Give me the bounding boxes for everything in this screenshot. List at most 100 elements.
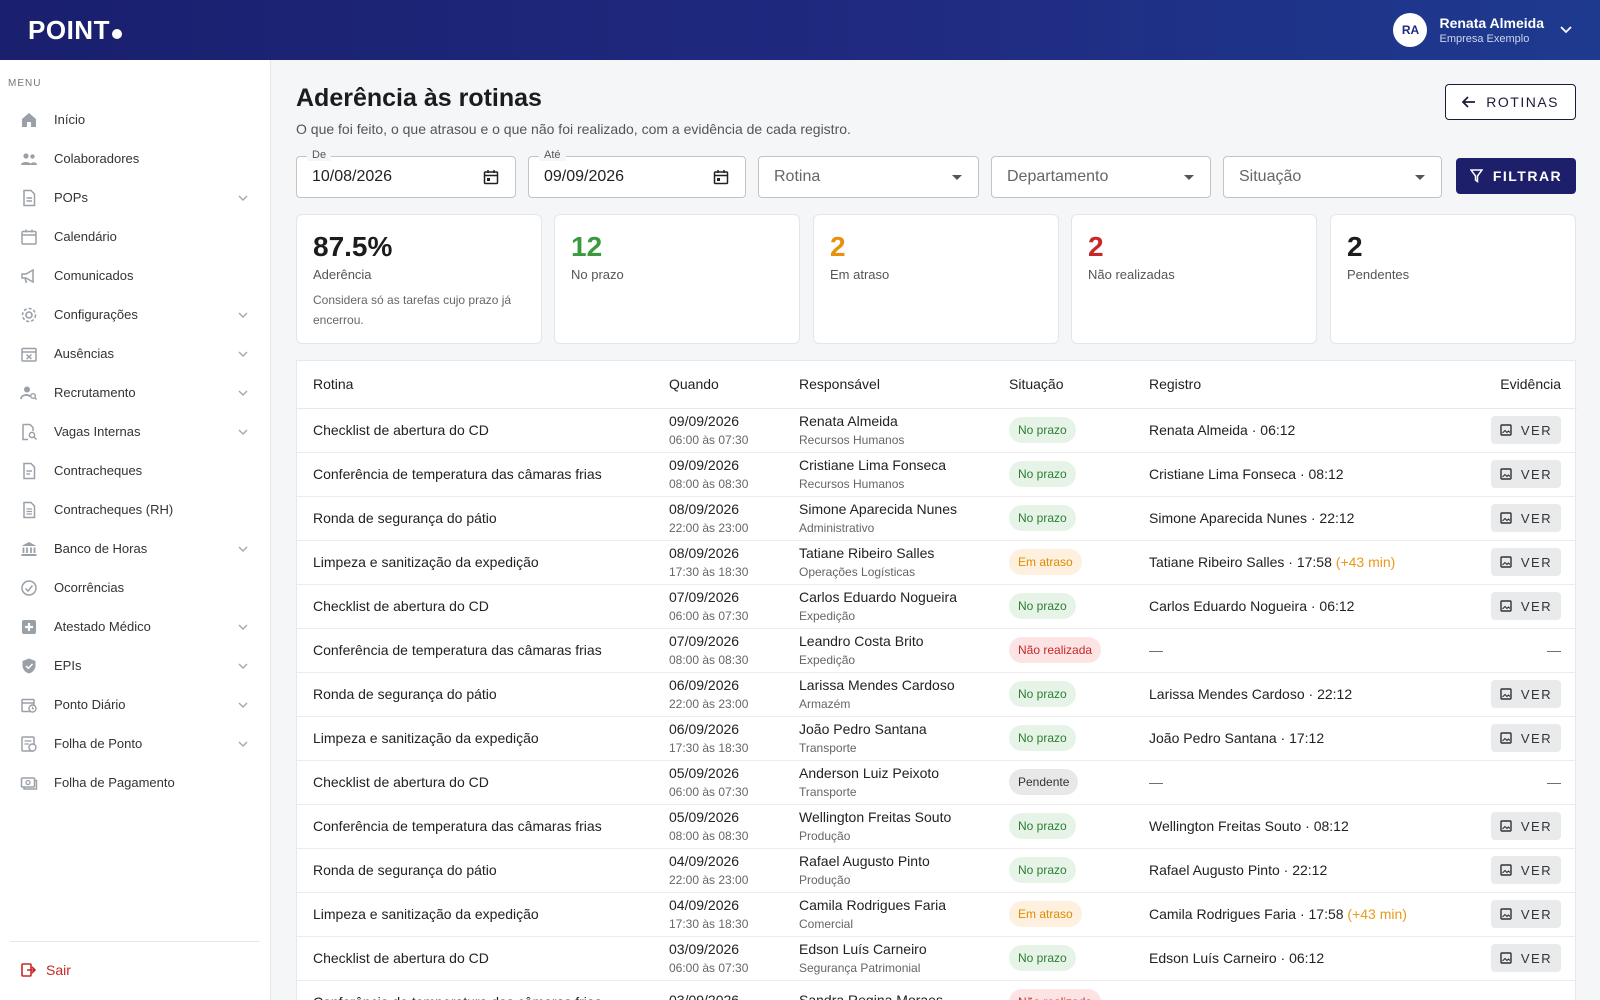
document-icon <box>20 189 38 207</box>
sidebar-item-label: POPs <box>54 190 88 205</box>
filter-button-label: FILTRAR <box>1492 168 1563 184</box>
calendar-icon[interactable] <box>713 169 729 185</box>
view-evidence-button[interactable]: VER <box>1491 680 1561 708</box>
back-to-routines-button[interactable]: ROTINAS <box>1445 84 1576 120</box>
table-row: Conferência de temperatura das câmaras f… <box>297 804 1577 849</box>
routine-select[interactable]: Rotina <box>758 156 979 198</box>
row-time-window: 17:30 às 18:30 <box>669 565 749 579</box>
row-date: 09/09/2026 <box>669 457 740 473</box>
cell-registro: Wellington Freitas Souto · 08:12 <box>1133 804 1433 849</box>
status-select[interactable]: Situação <box>1223 156 1442 198</box>
sidebar-item-contracheques-rh[interactable]: Contracheques (RH) <box>0 490 270 529</box>
sidebar-item-pops[interactable]: POPs <box>0 178 270 217</box>
row-person-name: Anderson Luiz Peixoto <box>799 765 940 781</box>
status-badge: No prazo <box>1009 857 1076 883</box>
app-logo[interactable]: POINT <box>28 15 122 46</box>
cell-situacao: No prazo <box>993 584 1133 629</box>
view-button-label: VER <box>1520 554 1553 570</box>
view-evidence-button[interactable]: VER <box>1491 460 1561 488</box>
sidebar-item-recrutamento[interactable]: Recrutamento <box>0 373 270 412</box>
sidebar-item-folha-de-pagamento[interactable]: Folha de Pagamento <box>0 763 270 802</box>
department-select[interactable]: Departamento <box>991 156 1211 198</box>
col-header-rotina[interactable]: Rotina <box>297 361 653 409</box>
calendar-icon[interactable] <box>483 169 499 185</box>
view-button-label: VER <box>1520 950 1553 966</box>
sidebar-item-ponto-di-rio[interactable]: Ponto Diário <box>0 685 270 724</box>
record-text: Wellington Freitas Souto · 08:12 <box>1149 818 1349 834</box>
row-time-window: 22:00 às 23:00 <box>669 873 749 887</box>
sidebar-item-contracheques[interactable]: Contracheques <box>0 451 270 490</box>
stat-label: Pendentes <box>1347 267 1410 282</box>
view-evidence-button[interactable]: VER <box>1491 592 1561 620</box>
row-date: 08/09/2026 <box>669 501 740 517</box>
sidebar-item-label: Contracheques (RH) <box>54 502 174 517</box>
sidebar-nav: Início Colaboradores POPs Calendário Comunic… <box>0 100 270 802</box>
stat-card: 2 Pendentes <box>1330 214 1576 344</box>
row-person-name: Rafael Augusto Pinto <box>799 853 930 869</box>
date-from-field[interactable]: De 10/08/2026 <box>296 149 516 198</box>
logout-button[interactable]: Sair <box>20 962 71 978</box>
view-evidence-button[interactable]: VER <box>1491 900 1561 928</box>
table-header-row: Rotina Quando Responsável Situação Regis… <box>297 361 1577 409</box>
record-text: Renata Almeida · 06:12 <box>1149 422 1296 438</box>
user-menu[interactable]: RA Renata Almeida Empresa Exemplo <box>1393 13 1572 47</box>
status-placeholder: Situação <box>1239 168 1302 185</box>
logout-icon <box>21 963 36 977</box>
cell-quando: 03/09/2026 <box>653 980 783 1000</box>
cell-evidencia: VER <box>1433 584 1577 629</box>
date-to-field[interactable]: Até 09/09/2026 <box>528 149 746 198</box>
page-subtitle: O que foi feito, o que atrasou e o que n… <box>296 121 851 137</box>
sidebar-item-configura-es[interactable]: Configurações <box>0 295 270 334</box>
sidebar-item-banco-de-horas[interactable]: Banco de Horas <box>0 529 270 568</box>
cell-situacao: Pendente <box>993 760 1133 805</box>
cell-registro: Rafael Augusto Pinto · 22:12 <box>1133 848 1433 893</box>
sidebar-item-comunicados[interactable]: Comunicados <box>0 256 270 295</box>
view-evidence-button[interactable]: VER <box>1491 504 1561 532</box>
table-row: Conferência de temperatura das câmaras f… <box>297 452 1577 497</box>
row-time-window: 06:00 às 07:30 <box>669 609 749 623</box>
row-person-name: João Pedro Santana <box>799 721 927 737</box>
cell-evidencia: VER <box>1433 408 1577 453</box>
col-header-situacao[interactable]: Situação <box>993 361 1133 409</box>
col-header-registro[interactable]: Registro <box>1133 361 1433 409</box>
cell-registro: Cristiane Lima Fonseca · 08:12 <box>1133 452 1433 497</box>
row-department: Armazém <box>799 697 851 711</box>
row-time-window: 17:30 às 18:30 <box>669 917 749 931</box>
sidebar-item-in-cio[interactable]: Início <box>0 100 270 139</box>
sidebar-item-calend-rio[interactable]: Calendário <box>0 217 270 256</box>
view-evidence-button[interactable]: VER <box>1491 944 1561 972</box>
dropdown-caret-icon <box>1184 175 1194 180</box>
view-evidence-button[interactable]: VER <box>1491 812 1561 840</box>
view-evidence-button[interactable]: VER <box>1491 416 1561 444</box>
view-evidence-button[interactable]: VER <box>1491 548 1561 576</box>
view-button-label: VER <box>1520 466 1553 482</box>
row-department: Recursos Humanos <box>799 433 905 447</box>
sidebar-item-epis[interactable]: EPIs <box>0 646 270 685</box>
sidebar-item-aus-ncias[interactable]: Ausências <box>0 334 270 373</box>
cell-rotina: Ronda de segurança do pátio <box>297 496 653 541</box>
record-text: Cristiane Lima Fonseca · 08:12 <box>1149 466 1344 482</box>
cell-responsavel: Cristiane Lima Fonseca Recursos Humanos <box>783 452 993 497</box>
stat-label: Não realizadas <box>1088 267 1175 282</box>
view-evidence-button[interactable]: VER <box>1491 724 1561 752</box>
filter-button[interactable]: FILTRAR <box>1456 158 1576 194</box>
home-icon <box>20 111 38 129</box>
cell-situacao: Em atraso <box>993 892 1133 937</box>
cell-situacao: No prazo <box>993 496 1133 541</box>
stat-value: 2 <box>830 231 846 262</box>
sidebar-item-ocorr-ncias[interactable]: Ocorrências <box>0 568 270 607</box>
date-from-value: 10/08/2026 <box>312 168 393 185</box>
cell-evidencia: VER <box>1433 540 1577 585</box>
col-header-quando[interactable]: Quando <box>653 361 783 409</box>
sidebar-item-colaboradores[interactable]: Colaboradores <box>0 139 270 178</box>
cell-situacao: No prazo <box>993 936 1133 981</box>
col-header-evidencia[interactable]: Evidência <box>1433 361 1577 409</box>
view-evidence-button[interactable]: VER <box>1491 856 1561 884</box>
dropdown-caret-icon <box>1415 175 1425 180</box>
sidebar-item-vagas-internas[interactable]: Vagas Internas <box>0 412 270 451</box>
sidebar-item-atestado-m-dico[interactable]: Atestado Médico <box>0 607 270 646</box>
sidebar-item-folha-de-ponto[interactable]: Folha de Ponto <box>0 724 270 763</box>
col-header-responsavel[interactable]: Responsável <box>783 361 993 409</box>
row-date: 07/09/2026 <box>669 589 740 605</box>
calendar-clock-icon <box>20 696 38 714</box>
